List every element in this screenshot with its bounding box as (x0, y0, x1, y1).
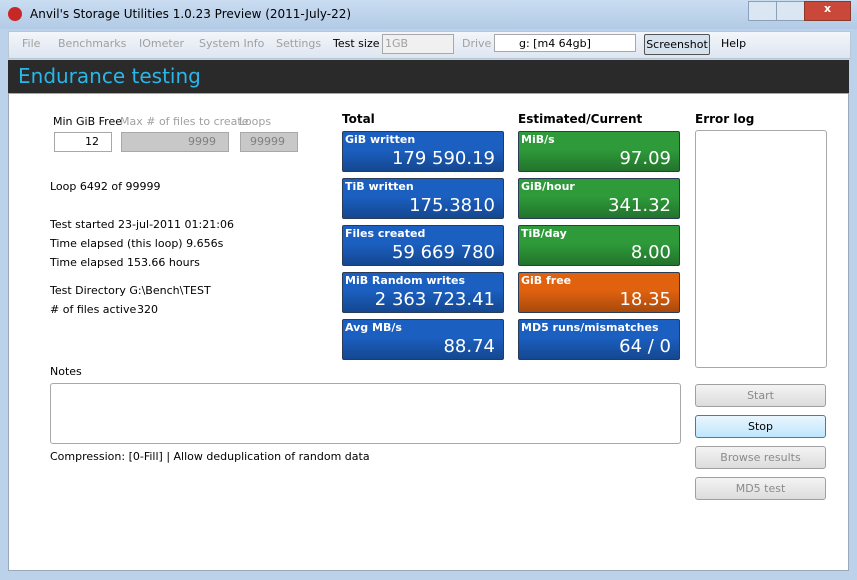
screenshot-button[interactable]: Screenshot (644, 34, 710, 55)
tile-label: GiB written (345, 133, 416, 146)
loop-status: Loop 6492 of 99999 (50, 180, 161, 193)
tile-label: MD5 runs/mismatches (521, 321, 659, 334)
tile-label: MiB Random writes (345, 274, 466, 287)
notes-input[interactable] (50, 383, 681, 444)
menu-item[interactable]: Benchmarks (58, 37, 127, 50)
tile-label: Avg MB/s (345, 321, 402, 334)
button[interactable]: Browse results (695, 446, 826, 469)
total-title: Total (342, 112, 375, 126)
tile-label: GiB free (521, 274, 572, 287)
tile-label: Files created (345, 227, 426, 240)
drive-label: Drive (462, 37, 492, 50)
test-size-combo[interactable]: 1GB (382, 34, 454, 54)
status-line: Test started 23-jul-2011 01:21:06 (50, 218, 234, 231)
tile-value: 18.35 (619, 289, 671, 310)
stat-tile: MiB Random writes 2 363 723.41 (342, 272, 504, 313)
tile-value: 64 / 0 (619, 336, 671, 357)
app-icon (8, 7, 22, 21)
tile-value: 341.32 (608, 195, 671, 216)
max-files-input[interactable]: 9999 (121, 132, 229, 152)
button[interactable]: Start (695, 384, 826, 407)
drive-combo[interactable]: g: [m4 64gb] (494, 34, 636, 52)
test-size-label: Test size (333, 37, 380, 50)
stat-tile: Files created 59 669 780 (342, 225, 504, 266)
menu-item[interactable]: System Info (199, 37, 265, 50)
min-free-label: Min GiB Free (53, 115, 122, 128)
header-band (8, 60, 849, 93)
tile-value: 179 590.19 (391, 148, 495, 169)
tile-value: 175.3810 (409, 195, 495, 216)
help-menu[interactable]: Help (721, 37, 747, 50)
tile-value: 2 363 723.41 (374, 289, 495, 310)
tile-value: 8.00 (630, 242, 671, 263)
loops-input[interactable]: 99999 (240, 132, 298, 152)
stat-tile: TiB/day 8.00 (518, 225, 680, 266)
tile-value: 97.09 (619, 148, 671, 169)
estimated-title: Estimated/Current (518, 112, 643, 126)
loops-label: Loops (239, 115, 272, 128)
tile-label: GiB/hour (521, 180, 575, 193)
status-line: Time elapsed 153.66 hours (50, 256, 200, 269)
stat-tile: GiB free 18.35 (518, 272, 680, 313)
close-button[interactable]: x (804, 1, 851, 21)
test-directory: Test Directory G:\Bench\TEST (50, 284, 211, 297)
tile-label: MiB/s (521, 133, 555, 146)
stat-tile: MiB/s 97.09 (518, 131, 680, 172)
minimize-button[interactable] (748, 1, 777, 21)
tile-label: TiB/day (521, 227, 567, 240)
button[interactable]: MD5 test (695, 477, 826, 500)
tile-value: 88.74 (443, 336, 495, 357)
button[interactable]: Stop (695, 415, 826, 438)
compression-info: Compression: [0-Fill] | Allow deduplicat… (50, 450, 370, 463)
menu-item[interactable]: IOmeter (139, 37, 184, 50)
min-free-input[interactable]: 12 (54, 132, 112, 152)
status-line: Time elapsed (this loop) 9.656s (50, 237, 224, 250)
stat-tile: GiB/hour 341.32 (518, 178, 680, 219)
stat-tile: TiB written 175.3810 (342, 178, 504, 219)
maximize-button[interactable] (776, 1, 805, 21)
error-log-title: Error log (695, 112, 755, 126)
title-bar (0, 0, 857, 29)
menu-item[interactable]: File (22, 37, 41, 50)
stat-tile: Avg MB/s 88.74 (342, 319, 504, 360)
stat-tile: MD5 runs/mismatches 64 / 0 (518, 319, 680, 360)
files-active: 320 (137, 303, 158, 316)
error-log[interactable] (695, 130, 827, 368)
files-active-label: # of files active (50, 303, 137, 316)
tile-label: TiB written (345, 180, 414, 193)
window-title: Anvil's Storage Utilities 1.0.23 Preview… (30, 7, 352, 21)
menu-item[interactable]: Settings (276, 37, 322, 50)
max-files-label: Max # of files to create (120, 115, 249, 128)
notes-label: Notes (50, 365, 82, 378)
tile-value: 59 669 780 (391, 242, 495, 263)
header-title: Endurance testing (18, 64, 201, 88)
stat-tile: GiB written 179 590.19 (342, 131, 504, 172)
